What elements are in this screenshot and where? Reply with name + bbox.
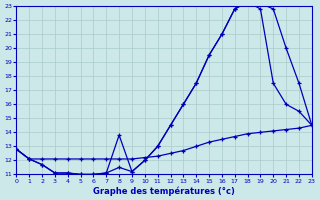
X-axis label: Graphe des températures (°c): Graphe des températures (°c) <box>93 186 235 196</box>
